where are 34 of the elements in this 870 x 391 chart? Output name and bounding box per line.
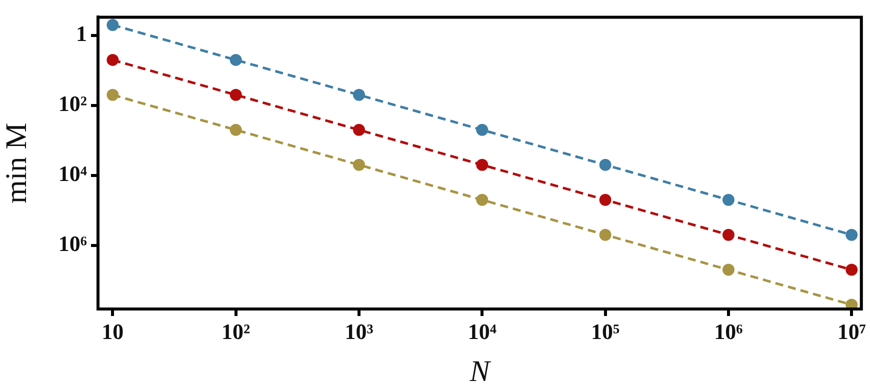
y-axis-title: min M (0, 122, 33, 204)
point (352, 158, 365, 171)
point (106, 18, 119, 31)
x-tick-label: 10⁴ (468, 318, 497, 344)
point (599, 228, 612, 241)
point (230, 88, 242, 101)
y-tick-label: 10⁴ (58, 161, 88, 186)
point (599, 158, 612, 171)
point (846, 298, 858, 309)
x-tick-label: 10⁷ (837, 318, 866, 344)
point (722, 194, 734, 206)
y-tick-label: 1 (76, 21, 87, 46)
y-tick-label: 10⁶ (58, 231, 88, 256)
point (352, 88, 365, 101)
point (846, 264, 858, 276)
x-tick-label: 10² (222, 318, 251, 344)
point (106, 88, 119, 101)
x-axis-title: N (468, 354, 492, 388)
x-tick-label: 10⁶ (714, 318, 744, 344)
point (476, 124, 488, 136)
point (846, 228, 858, 241)
point (722, 264, 734, 276)
point (599, 194, 612, 206)
x-tick-label: 10 (102, 318, 124, 344)
point (230, 124, 242, 136)
y-tick-label: 10² (58, 91, 88, 116)
point (230, 54, 242, 66)
x-tick-label: 10⁵ (591, 318, 620, 344)
point (352, 124, 365, 136)
point (722, 228, 734, 241)
point (106, 54, 119, 66)
point (476, 158, 488, 171)
x-tick-label: 10³ (344, 318, 374, 344)
point (476, 194, 488, 206)
